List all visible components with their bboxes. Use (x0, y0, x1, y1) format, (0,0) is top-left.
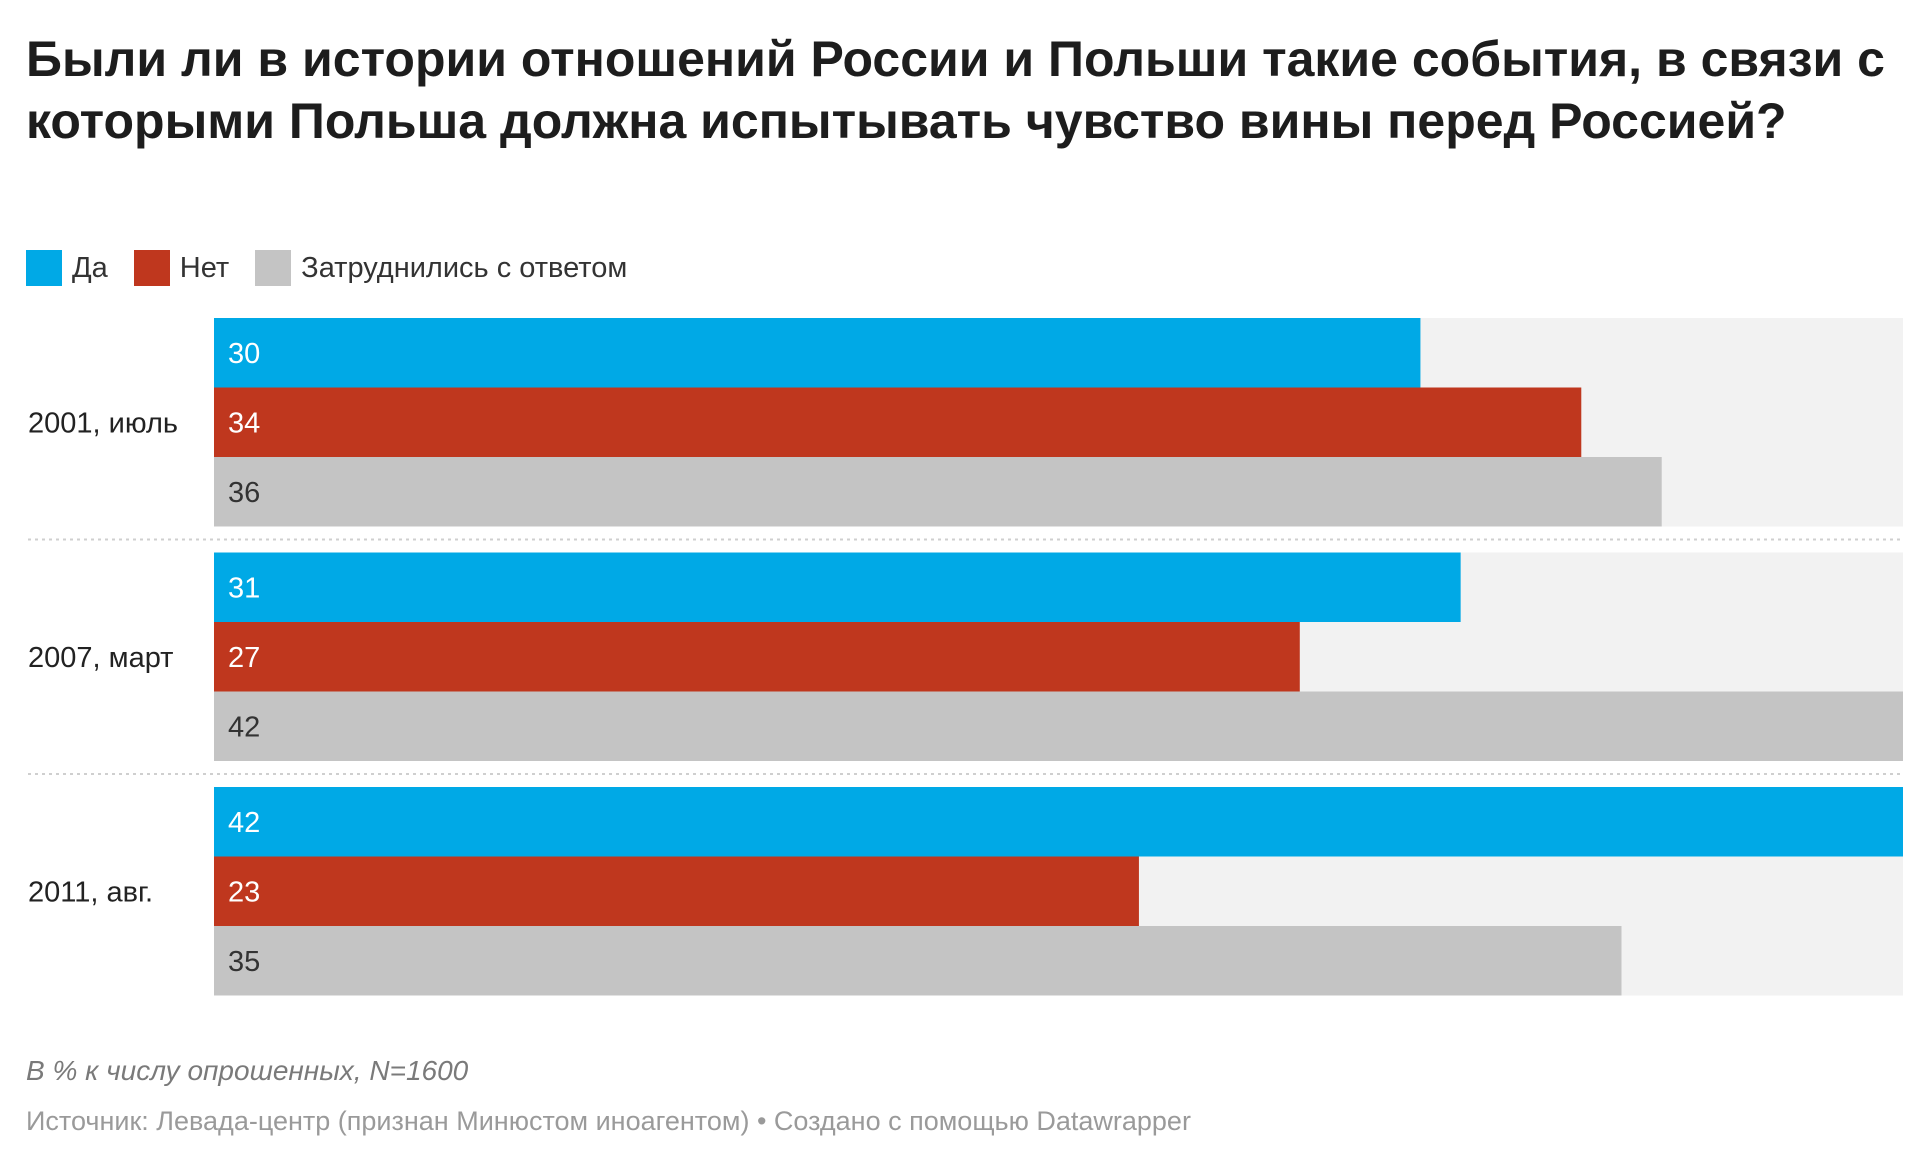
category-label-1: 2007, март (28, 642, 173, 674)
source-text: Источник: Левада-центр (признан Минюстом… (26, 1106, 750, 1136)
bar-0-1 (214, 387, 1582, 457)
legend: Да Нет Затруднились с ответом (26, 250, 653, 286)
chart-source: Источник: Левада-центр (признан Минюстом… (26, 1106, 1191, 1137)
bar-1-1 (214, 622, 1300, 692)
bar-1-0 (214, 552, 1461, 622)
legend-swatch-unsure (255, 250, 292, 286)
bar-chart: 2001, июль 30 34 36 2007, март 31 27 42 2011, ав… (28, 318, 1903, 996)
bar-0-2 (214, 457, 1662, 527)
value-label-1-1: 27 (228, 642, 260, 674)
legend-item-no: Нет (133, 250, 230, 286)
credit-text: Создано с помощью Datawrapper (773, 1106, 1191, 1136)
value-label-2-2: 35 (228, 946, 260, 978)
bar-0-0 (214, 318, 1421, 388)
value-label-2-1: 23 (228, 876, 260, 908)
category-label-0: 2001, июль (28, 407, 178, 439)
bar-2-1 (214, 856, 1139, 926)
value-label-1-0: 31 (228, 572, 260, 604)
value-label-2-0: 42 (228, 807, 260, 839)
legend-item-yes: Да (26, 250, 108, 286)
bar-1-2 (214, 691, 1903, 761)
legend-item-unsure: Затруднились с ответом (255, 250, 627, 286)
bar-2-0 (214, 787, 1903, 857)
value-label-1-2: 42 (228, 711, 260, 743)
source-separator: • (749, 1106, 774, 1136)
legend-swatch-no (133, 250, 170, 286)
category-label-2: 2011, авг. (28, 876, 153, 908)
chart-note: В % к числу опрошенных, N=1600 (26, 1055, 469, 1086)
legend-label-no: Нет (179, 251, 230, 284)
legend-label-yes: Да (72, 251, 108, 284)
legend-label-unsure: Затруднились с ответом (301, 251, 628, 284)
value-label-0-1: 34 (228, 407, 260, 439)
chart-title: Были ли в истории отношений России и Пол… (26, 31, 1885, 149)
value-label-0-0: 30 (228, 338, 260, 370)
bar-2-2 (214, 926, 1622, 996)
value-label-0-2: 36 (228, 477, 260, 509)
legend-swatch-yes (26, 250, 62, 286)
